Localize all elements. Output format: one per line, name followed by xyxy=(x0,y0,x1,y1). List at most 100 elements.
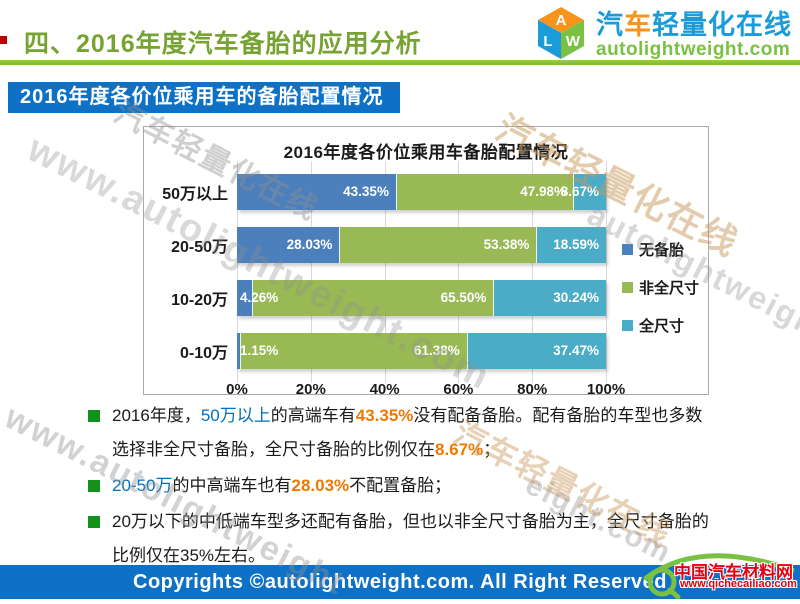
legend-swatch-icon xyxy=(622,282,633,293)
plot-rows: 50万以上 43.35% 47.98% 8.67% 20-50万 28.03% 53.38%… xyxy=(162,165,606,377)
bullet-text-segment: 50万以上 xyxy=(200,406,271,425)
bullet-text: 20-50万的中高端车也有28.03%不配置备胎； xyxy=(112,469,716,503)
gridline xyxy=(532,161,534,383)
bar-value-label: 8.67% xyxy=(560,184,599,199)
category-label: 20-50万 xyxy=(171,238,228,256)
bullet-text-segment: 20-50万 xyxy=(112,476,173,495)
bullet-text-segment: 的中高端车也有 xyxy=(172,476,292,495)
copyright-text: Copyrights ©autolightweight.com. All Rig… xyxy=(133,571,667,593)
bar-segment: 47.98% xyxy=(396,173,574,210)
bar-value-label: 65.50% xyxy=(440,290,487,305)
x-tick-label: 40% xyxy=(369,381,400,398)
car-swoosh-icon xyxy=(643,553,795,599)
bullet-item: 20万以下的中低端车型多还配有备胎，但也以非全尺寸备胎为主，全尺寸备胎的比例仅在… xyxy=(88,505,716,573)
svg-text:A: A xyxy=(556,12,567,29)
bar-segment: 1.15% xyxy=(237,332,278,369)
red-edge-mark xyxy=(0,36,7,44)
bullet-text-segment: 43.35% xyxy=(355,406,414,425)
cube-logo-icon: A L W xyxy=(533,4,589,67)
bar-stack: 43.35% 47.98% 8.67% xyxy=(237,173,606,210)
bullet-text-segment: 8.67% xyxy=(435,440,484,459)
bar-value-label: 43.35% xyxy=(343,184,389,199)
bar-value-label: 4.26% xyxy=(240,290,279,305)
gridline xyxy=(606,161,607,383)
bullet-item: 2016年度，50万以上的高端车有43.35%没有配备备胎。配有备胎的车型也多数… xyxy=(88,399,716,467)
section-banner: 2016年度各价位乘用车的备胎配置情况 xyxy=(8,82,400,113)
x-tick-label: 80% xyxy=(517,381,548,398)
bullet-text-segment: 没有配备备胎。配有备胎的车型也多数选择非全尺寸备胎，全尺寸备胎的比例仅在 xyxy=(112,406,703,459)
gridline xyxy=(310,161,312,383)
svg-text:L: L xyxy=(543,33,552,50)
x-axis-ticks: 0% 20% 40% 60% 80% 100% xyxy=(226,381,625,403)
site-logo-cn: 汽车轻量化在线 xyxy=(596,10,792,41)
bullet-marker-icon xyxy=(88,410,100,422)
bar-value-label: 53.38% xyxy=(483,237,530,252)
legend-label: 全尺寸 xyxy=(639,318,685,335)
legend-item: 非全尺寸 xyxy=(622,277,699,298)
bar-segment: 30.24% xyxy=(494,279,606,316)
x-tick-label: 100% xyxy=(586,381,626,398)
chart-legend: 无备胎非全尺寸全尺寸 xyxy=(622,239,699,353)
bullet-text-segment: 的高端车有 xyxy=(270,406,356,425)
chart-title: 2016年度各价位乘用车备胎配置情况 xyxy=(283,143,569,162)
legend-item: 全尺寸 xyxy=(622,315,699,336)
chart-row: 0-10万 1.15% 61.38% 37.47% xyxy=(180,324,606,377)
legend-swatch-icon xyxy=(622,244,633,255)
bar-value-label: 28.03% xyxy=(286,237,333,252)
bullet-text-segment: 不配置备胎； xyxy=(349,476,452,495)
bar-value-label: 1.15% xyxy=(240,343,279,358)
bar-stack: 28.03% 53.38% 18.59% xyxy=(237,226,606,263)
bullet-text-segment: 20万以下的中低端车型多还配有备胎，但也以非全尺寸备胎为主，全尺寸备胎的比例仅在… xyxy=(112,512,709,565)
bullet-text-segment: 2016年度， xyxy=(112,406,201,425)
category-label: 10-20万 xyxy=(171,291,228,309)
site-logo-text: 汽车轻量化在线 autolightweight.com xyxy=(596,11,792,59)
category-label: 50万以上 xyxy=(162,185,228,203)
site-logo-domain: autolightweight.com xyxy=(596,38,791,60)
chart-gridlines xyxy=(237,161,607,383)
legend-item: 无备胎 xyxy=(622,239,699,260)
bar-segment: 28.03% xyxy=(237,226,341,263)
page-title: 四、2016年度汽车备胎的应用分析 xyxy=(24,30,422,58)
plot-area: 50万以上 43.35% 47.98% 8.67% 20-50万 28.03% 53.38%… xyxy=(162,161,625,398)
x-tick-label: 0% xyxy=(226,381,248,398)
bullet-text-segment: ； xyxy=(483,440,501,459)
x-tick-label: 20% xyxy=(295,381,326,398)
gridline xyxy=(237,161,238,383)
qichecailiao-title: 中国汽车材料网 xyxy=(674,563,793,582)
bullet-item: 20-50万的中高端车也有28.03%不配置备胎； xyxy=(88,469,716,503)
site-logo: A L W 汽车轻量化在线 autolightweight.com xyxy=(533,4,792,67)
bullet-marker-icon xyxy=(88,480,100,492)
bullet-text: 20万以下的中低端车型多还配有备胎，但也以非全尺寸备胎为主，全尺寸备胎的比例仅在… xyxy=(112,505,716,573)
chart-panel: 2016年度各价位乘用车备胎配置情况 50万以上 43.35% 47.98% 8.67… xyxy=(143,126,709,398)
bullet-text: 2016年度，50万以上的高端车有43.35%没有配备备胎。配有备胎的车型也多数… xyxy=(112,399,716,467)
gridline xyxy=(458,161,460,383)
x-tick-label: 60% xyxy=(443,381,474,398)
bar-stack: 1.15% 61.38% 37.47% xyxy=(237,332,606,369)
bar-segment: 18.59% xyxy=(537,226,606,263)
chart-row: 10-20万 4.26% 65.50% 30.24% xyxy=(171,271,606,324)
bar-value-label: 37.47% xyxy=(553,343,599,358)
bar-segment: 43.35% xyxy=(237,173,397,210)
bar-segment: 8.67% xyxy=(561,173,606,210)
qichecailiao-url: www.qichecailiao.com xyxy=(680,578,797,590)
gridline xyxy=(384,161,386,383)
svg-text:W: W xyxy=(566,33,581,50)
header-divider xyxy=(0,60,800,65)
bar-stack: 4.26% 65.50% 30.24% xyxy=(237,279,606,316)
qichecailiao-logo: 中国汽车材料网 www.qichecailiao.com xyxy=(640,540,798,599)
bar-segment: 61.38% xyxy=(241,332,468,369)
bar-value-label: 61.38% xyxy=(413,343,460,358)
bar-segment: 37.47% xyxy=(467,332,606,369)
legend-label: 无备胎 xyxy=(639,242,685,259)
chart-row: 50万以上 43.35% 47.98% 8.67% xyxy=(162,165,606,218)
category-label: 0-10万 xyxy=(179,344,228,362)
bar-segment: 65.50% xyxy=(252,279,495,316)
chart-row: 20-50万 28.03% 53.38% 18.59% xyxy=(171,218,606,271)
bullet-marker-icon xyxy=(88,516,100,528)
bar-value-label: 30.24% xyxy=(553,290,599,305)
summary-bullets: 2016年度，50万以上的高端车有43.35%没有配备备胎。配有备胎的车型也多数… xyxy=(88,399,716,575)
bar-value-label: 18.59% xyxy=(553,237,599,252)
bar-value-label: 47.98% xyxy=(520,184,566,199)
legend-swatch-icon xyxy=(622,320,633,331)
bullet-text-segment: 28.03% xyxy=(291,476,350,495)
